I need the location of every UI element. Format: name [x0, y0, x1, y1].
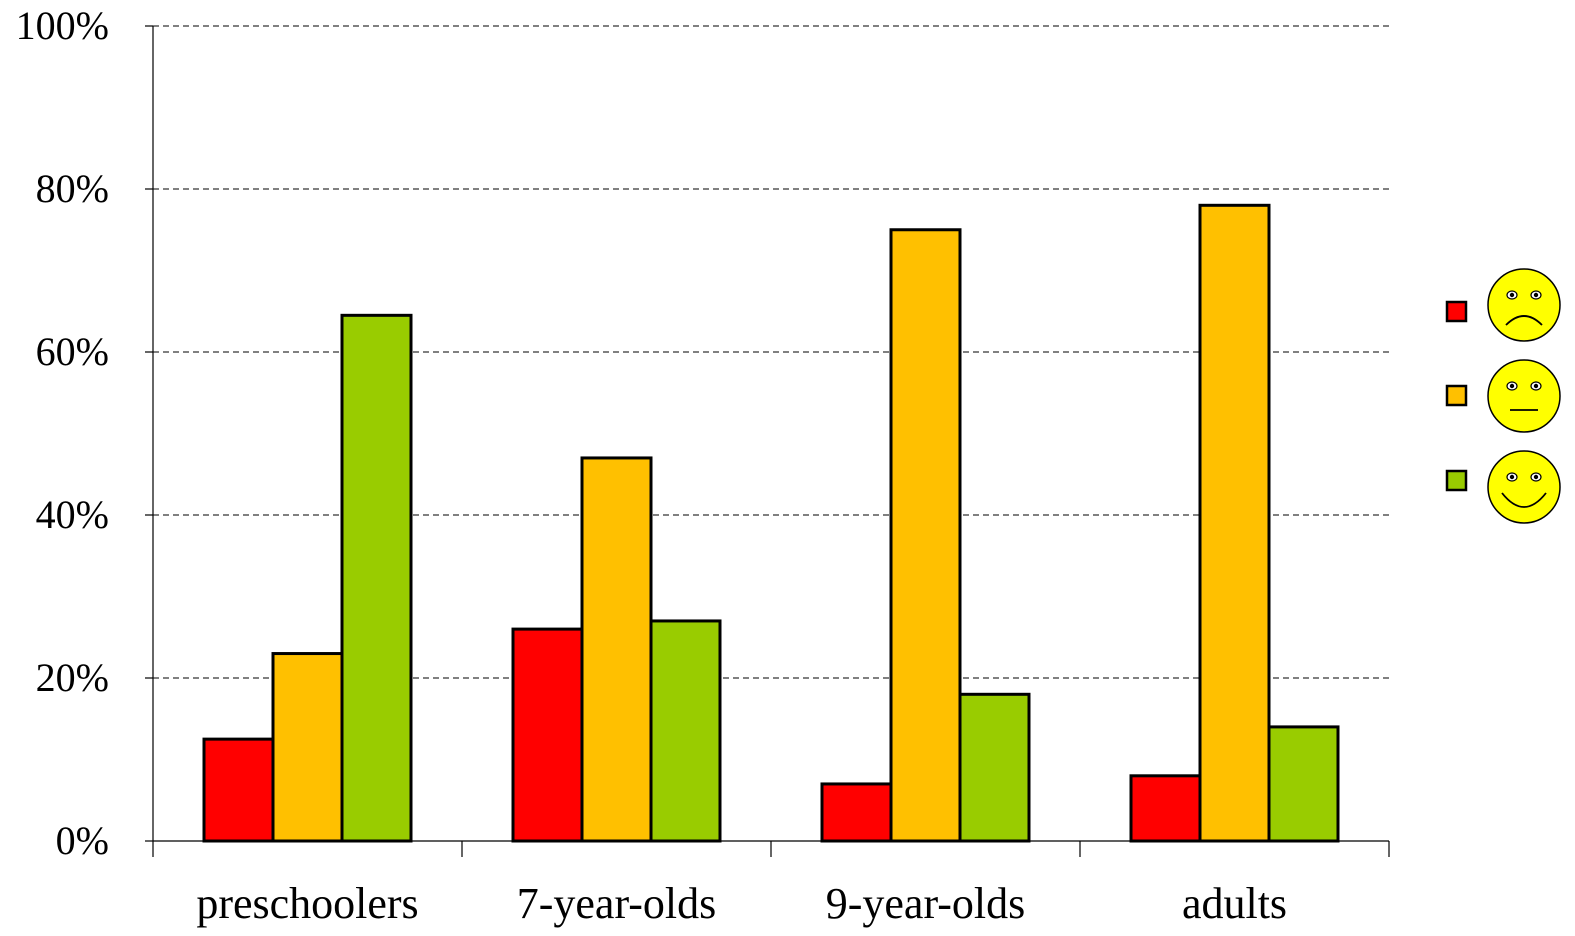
face-mouth	[1505, 315, 1543, 326]
x-category-label: 9-year-olds	[826, 879, 1025, 928]
neutral-face-icon	[1487, 359, 1561, 433]
x-category-label: 7-year-olds	[517, 879, 716, 928]
bar	[511, 627, 584, 843]
bar	[340, 313, 413, 843]
y-tick-label: 20%	[36, 655, 109, 700]
legend-item	[1445, 359, 1561, 433]
face-circle	[1487, 450, 1561, 524]
bar	[889, 228, 962, 843]
bar	[271, 652, 344, 843]
bars	[202, 203, 1340, 843]
sad-face-icon	[1487, 268, 1561, 342]
legend-swatch	[1445, 384, 1468, 407]
face-pupil	[1533, 474, 1539, 480]
face-circle	[1487, 359, 1561, 433]
x-category-label: preschoolers	[196, 879, 418, 928]
bar	[1129, 774, 1202, 843]
happy-face-icon	[1487, 450, 1561, 524]
legend-item	[1445, 268, 1561, 342]
bar	[1198, 203, 1271, 843]
face-circle	[1487, 268, 1561, 342]
legend-swatch	[1445, 469, 1468, 492]
y-tick-label: 100%	[16, 3, 109, 48]
axes: 0% 20% 40% 60% 80% 100% preschoolers 7-year-old…	[16, 3, 1390, 928]
bar	[820, 782, 893, 843]
face-pupil	[1533, 292, 1539, 298]
face-pupil	[1509, 292, 1515, 298]
bar	[958, 692, 1031, 843]
y-tick-label: 40%	[36, 492, 109, 537]
legend	[1445, 268, 1561, 524]
y-tick-label: 0%	[56, 818, 109, 863]
face-pupil	[1509, 383, 1515, 389]
bar	[202, 737, 275, 843]
legend-swatch	[1445, 300, 1468, 323]
y-tick-label: 60%	[36, 329, 109, 374]
bar	[580, 456, 653, 843]
face-pupil	[1533, 383, 1539, 389]
x-category-label: adults	[1182, 879, 1287, 928]
bar	[649, 619, 722, 843]
legend-item	[1445, 450, 1561, 524]
y-tick-label: 80%	[36, 166, 109, 211]
face-mouth	[1501, 492, 1547, 508]
bar	[1267, 725, 1340, 843]
face-pupil	[1509, 474, 1515, 480]
